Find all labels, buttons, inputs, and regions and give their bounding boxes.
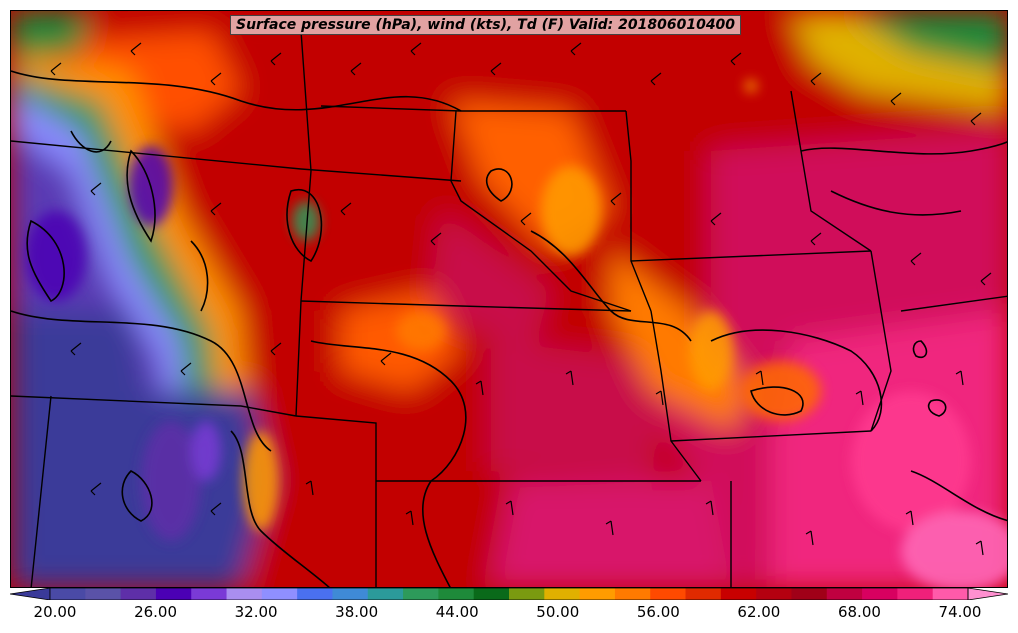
colorbar-tick-label: 62.00 (737, 603, 781, 621)
colorbar-segment (226, 588, 263, 600)
colorbar (10, 588, 1008, 600)
colorbar-segment (862, 588, 898, 600)
colorbar-segment (650, 588, 687, 600)
colorbar-border (49, 588, 969, 600)
colorbar-extend-min (10, 588, 51, 600)
colorbar-segment (826, 588, 863, 600)
colorbar-segment (403, 588, 439, 600)
colorbar-segment (614, 588, 651, 600)
colorbar-tick-label: 38.00 (335, 603, 379, 621)
colorbar-segment (544, 588, 581, 600)
colorbar-segment (509, 588, 545, 600)
colorbar-segment (579, 588, 616, 600)
colorbar-segment (261, 588, 298, 600)
colorbar-segment (438, 588, 475, 600)
colorbar-tick-label: 68.00 (837, 603, 881, 621)
colorbar-segment (685, 588, 722, 600)
colorbar-segment (473, 588, 510, 600)
colorbar-tick-label: 20.00 (33, 603, 77, 621)
colorbar-segment (85, 588, 122, 600)
dewpoint-detail (26, 80, 1007, 587)
map-title: Surface pressure (hPa), wind (kts), Td (… (230, 15, 742, 35)
colorbar-segment (297, 588, 333, 600)
colorbar-segment (50, 588, 86, 600)
colorbar-segment (191, 588, 228, 600)
wind-barbs (50, 42, 992, 556)
colorbar-segment (367, 588, 404, 600)
colorbar-segment (720, 588, 757, 600)
colorbar-tick-label: 56.00 (636, 603, 680, 621)
dewpoint-map (11, 11, 1007, 587)
colorbar-segment (332, 588, 369, 600)
colorbar-tick-label: 50.00 (536, 603, 580, 621)
colorbar-tick-label: 74.00 (938, 603, 982, 621)
colorbar-segment (897, 588, 934, 600)
colorbar-tick-label: 26.00 (134, 603, 178, 621)
colorbar-extend-max (967, 588, 1008, 600)
colorbar-tick-label: 32.00 (234, 603, 278, 621)
colorbar-segment (932, 588, 969, 600)
colorbar-scale (10, 588, 1008, 600)
colorbar-segment (791, 588, 828, 600)
pressure-contours (11, 70, 1007, 587)
colorbar-segment (756, 588, 792, 600)
colorbar-tick-label: 44.00 (435, 603, 479, 621)
map-panel (10, 10, 1008, 588)
colorbar-segment (120, 588, 157, 600)
colorbar-segment (155, 588, 192, 600)
